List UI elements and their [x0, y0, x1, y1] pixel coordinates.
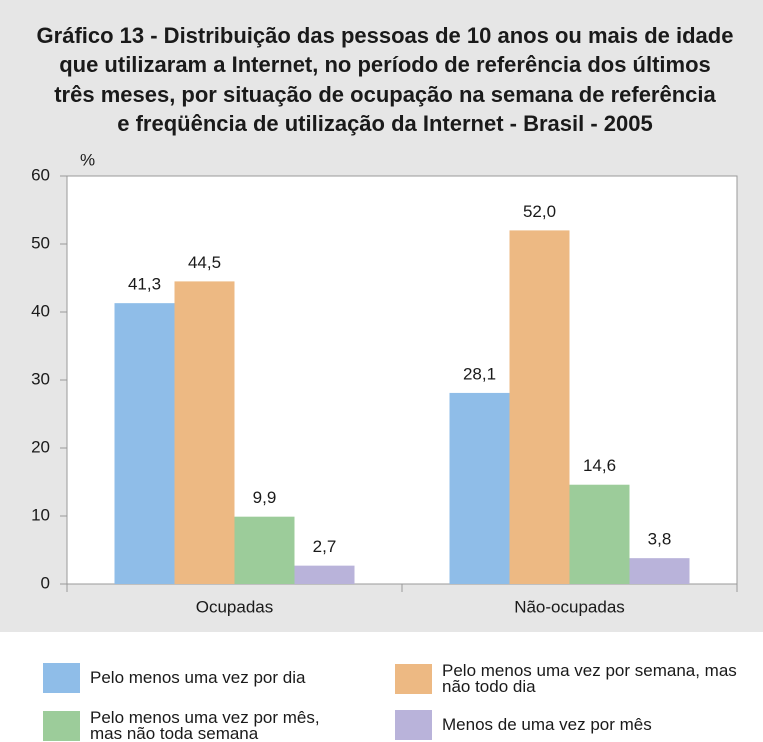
legend-label: Menos de uma vez por mês: [442, 715, 652, 734]
legend-item: Pelo menos uma vez por semana, mas não t…: [395, 661, 742, 696]
x-tick-label: Não-ocupadas: [514, 597, 625, 616]
y-tick-label: 40: [31, 301, 50, 320]
x-tick-label: Ocupadas: [196, 597, 274, 616]
y-tick-label: 0: [41, 573, 50, 592]
legend-swatch: [395, 664, 432, 694]
bar: [449, 392, 510, 584]
chart-title: Gráfico 13 - Distribuição das pessoas de…: [37, 23, 734, 48]
legend-swatch: [43, 711, 80, 741]
legend-item: Pelo menos uma vez por dia: [43, 663, 370, 693]
legend-label: Pelo menos uma vez por dia: [90, 668, 306, 687]
legend-item: Menos de uma vez por mês: [395, 710, 742, 740]
legend-swatch: [395, 710, 432, 740]
legend-swatch: [43, 663, 80, 693]
value-label: 52,0: [523, 202, 556, 221]
bar: [569, 484, 630, 584]
bar: [294, 565, 355, 584]
y-tick-label: 30: [31, 369, 50, 388]
bar: [509, 230, 570, 584]
value-label: 3,8: [648, 530, 672, 549]
chart-title: que utilizaram a Internet, no período de…: [59, 52, 711, 77]
value-label: 9,9: [253, 488, 277, 507]
y-tick-label: 60: [31, 165, 50, 184]
chart-title: e freqüência de utilização da Internet -…: [117, 111, 653, 136]
value-label: 2,7: [313, 537, 337, 556]
value-label: 41,3: [128, 275, 161, 294]
bar: [234, 516, 295, 584]
value-label: 28,1: [463, 364, 496, 383]
chart-title: três meses, por situação de ocupação na …: [54, 82, 716, 107]
y-tick-label: 10: [31, 505, 50, 524]
legend-label: Pelo menos uma vez por semana, mas não t…: [442, 661, 737, 696]
y-tick-label: 50: [31, 233, 50, 252]
value-label: 14,6: [583, 456, 616, 475]
legend-item: Pelo menos uma vez por mês, mas não toda…: [43, 708, 340, 742]
bar: [629, 558, 690, 584]
y-tick-label: 20: [31, 437, 50, 456]
bar: [174, 281, 235, 584]
value-label: 44,5: [188, 253, 221, 272]
y-axis-label: %: [80, 150, 95, 169]
legend-label: Pelo menos uma vez por mês, mas não toda…: [90, 708, 320, 742]
bar: [114, 303, 175, 584]
